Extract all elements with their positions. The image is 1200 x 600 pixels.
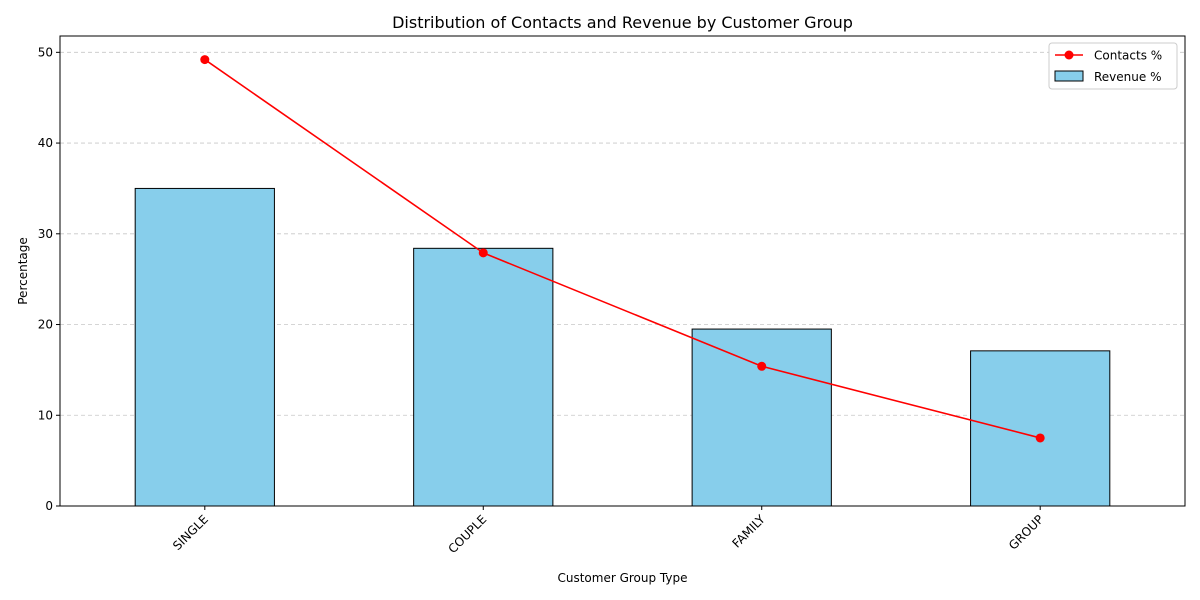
- y-tick-label: 50: [38, 45, 53, 59]
- y-axis-label: Percentage: [16, 237, 30, 305]
- contacts-point-group: [1035, 433, 1045, 443]
- y-tick-label: 10: [38, 408, 53, 422]
- y-tick-label: 20: [38, 318, 53, 332]
- bar-single: [134, 187, 275, 507]
- legend: Contacts % Revenue %: [1048, 42, 1178, 90]
- bar-group: [970, 350, 1111, 507]
- legend-bar-swatch: [1054, 70, 1084, 82]
- gridlines: [60, 51, 1185, 416]
- chart-title: Distribution of Contacts and Revenue by …: [392, 13, 853, 32]
- y-tick-label: 40: [38, 136, 53, 150]
- y-tick-label: 0: [45, 499, 53, 513]
- bar-couple: [413, 247, 554, 507]
- legend-line-marker: [1064, 50, 1074, 60]
- contacts-point-single: [200, 55, 210, 65]
- contacts-line: [204, 58, 1041, 439]
- contacts-point-couple: [478, 248, 488, 258]
- legend-label-contacts: Contacts %: [1094, 49, 1162, 63]
- y-axis: 0 10 20 30 40 50: [38, 45, 60, 513]
- plot-frame: [59, 35, 1186, 507]
- bars: [134, 187, 1111, 507]
- bar-family: [691, 328, 832, 507]
- y-tick-label: 30: [38, 227, 53, 241]
- contacts-point-family: [757, 361, 767, 371]
- legend-label-revenue: Revenue %: [1094, 70, 1161, 84]
- x-axis-label: Customer Group Type: [557, 571, 687, 585]
- line-series: [200, 55, 1045, 443]
